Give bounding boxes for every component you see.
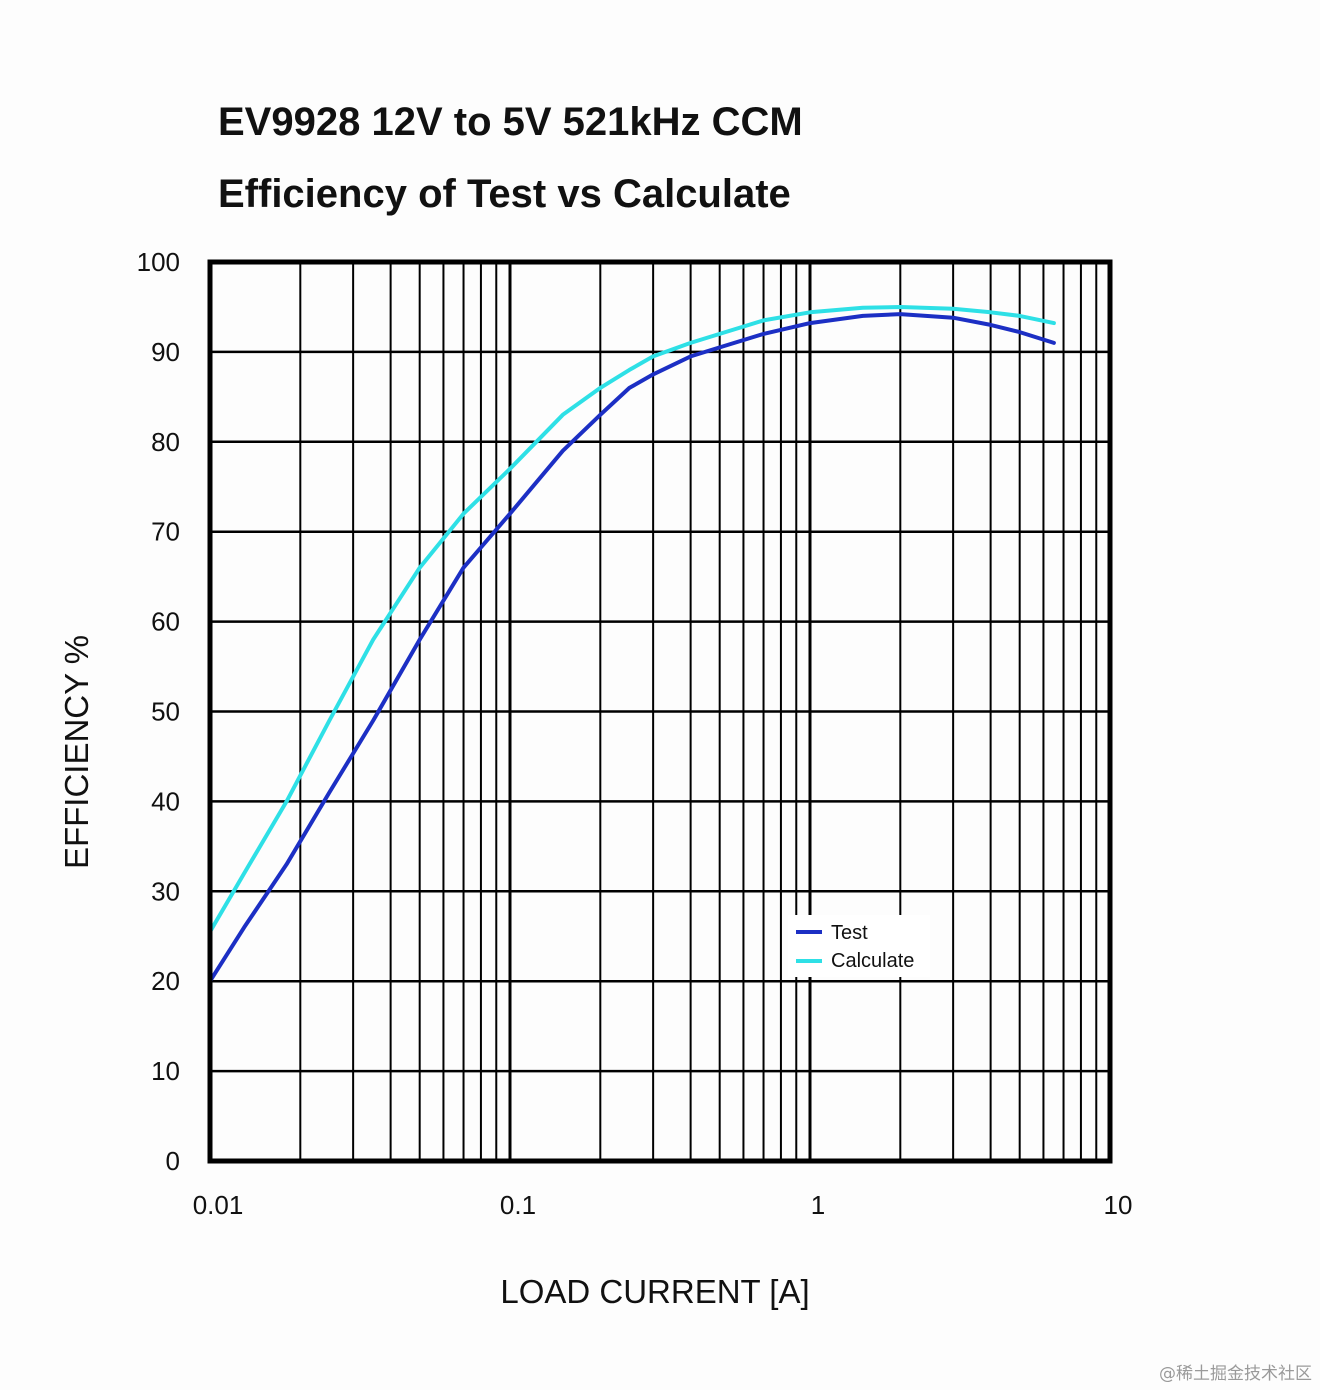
- y-tick-label: 20: [151, 966, 180, 996]
- y-tick-label: 70: [151, 517, 180, 547]
- series-layer: [208, 305, 1056, 984]
- legend-label-test: Test: [831, 922, 868, 944]
- y-tick-labels: 0 10 20 30 40 50 60 70 80 90 100: [137, 247, 180, 1176]
- x-tick-label: 0.01: [193, 1190, 244, 1220]
- major-grid: [208, 262, 1110, 1161]
- legend: Test Calculate: [788, 915, 930, 977]
- series-line-calculate: [208, 305, 1056, 934]
- y-tick-label: 90: [151, 337, 180, 367]
- y-tick-label: 80: [151, 427, 180, 457]
- series-line-test: [208, 312, 1056, 984]
- x-axis-label: LOAD CURRENT [A]: [500, 1273, 809, 1310]
- y-tick-label: 100: [137, 247, 180, 277]
- chart-title: EV9928 12V to 5V 521kHz CCM: [218, 100, 803, 144]
- watermark: @稀土掘金技术社区: [1159, 1364, 1312, 1384]
- y-tick-label: 30: [151, 876, 180, 906]
- x-tick-label: 10: [1104, 1190, 1133, 1220]
- x-tick-label: 0.1: [500, 1190, 536, 1220]
- y-tick-label: 0: [166, 1146, 180, 1176]
- x-tick-labels: 0.01 0.1 1 10: [193, 1190, 1133, 1220]
- plot-frame: [207, 259, 1113, 1164]
- y-tick-label: 40: [151, 786, 180, 816]
- x-tick-label: 1: [811, 1190, 825, 1220]
- chart-subtitle: Efficiency of Test vs Calculate: [218, 172, 791, 216]
- legend-label-calculate: Calculate: [831, 950, 914, 972]
- y-tick-label: 60: [151, 607, 180, 637]
- y-axis-label: EFFICIENCY %: [58, 635, 95, 869]
- legend-background: [788, 915, 930, 977]
- y-tick-label: 10: [151, 1056, 180, 1086]
- y-tick-label: 50: [151, 697, 180, 727]
